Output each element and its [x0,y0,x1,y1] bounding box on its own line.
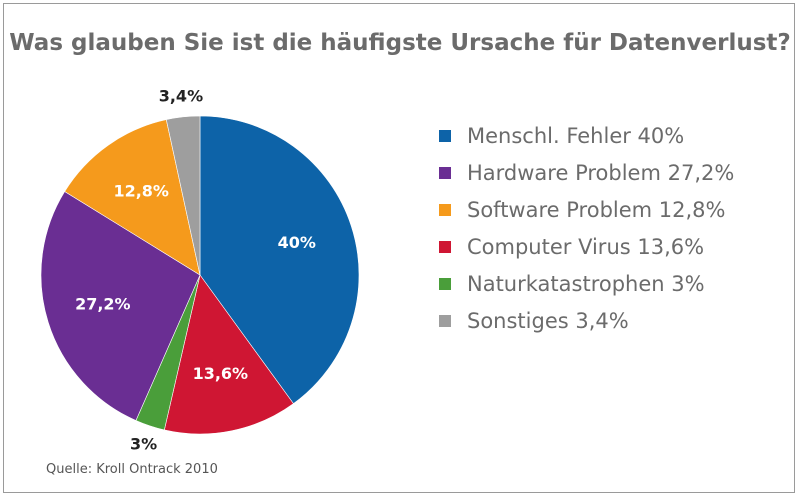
data-label-hardware-problem-27-2: 27,2% [75,295,131,314]
data-label-menschl-fehler-40: 40% [278,233,316,252]
legend-item: Sonstiges 3,4% [439,302,734,339]
chart-title: Was glauben Sie ist die häufigste Ursach… [9,30,791,56]
data-label-software-problem-12-8: 12,8% [113,181,169,200]
legend-item: Naturkatastrophen 3% [439,265,734,302]
pie-slice-sonstiges-3-4 [165,115,201,276]
pie-slice-menschl-fehler-40 [199,115,360,405]
data-label-computer-virus-13-6: 13,6% [193,364,249,383]
legend-swatch [439,203,451,216]
pie-slice-computer-virus-13-6 [163,274,294,435]
pie-slice-hardware-problem-27-2 [40,191,201,421]
legend-label: Sonstiges 3,4% [467,308,629,333]
legend-label: Hardware Problem 27,2% [467,160,735,185]
data-label-sonstiges-3-4: 3,4% [159,87,203,106]
legend-item: Software Problem 12,8% [439,191,734,228]
legend-item: Menschl. Fehler 40% [439,117,734,154]
legend-label: Computer Virus 13,6% [467,234,705,259]
source-note: Quelle: Kroll Ontrack 2010 [46,462,218,477]
legend-swatch [439,129,451,142]
legend-swatch [439,240,451,253]
pie-slice-software-problem-12-8 [64,119,201,276]
legend: Menschl. Fehler 40% Hardware Problem 27,2… [439,117,734,339]
data-label-naturkatastrophen-3: 3% [130,434,157,453]
legend-label: Menschl. Fehler 40% [467,123,685,148]
legend-swatch [439,277,451,290]
legend-swatch [439,166,451,179]
legend-item: Hardware Problem 27,2% [439,154,734,191]
legend-label: Naturkatastrophen 3% [467,271,705,296]
legend-item: Computer Virus 13,6% [439,228,734,265]
legend-swatch [439,314,451,327]
legend-label: Software Problem 12,8% [467,197,726,222]
